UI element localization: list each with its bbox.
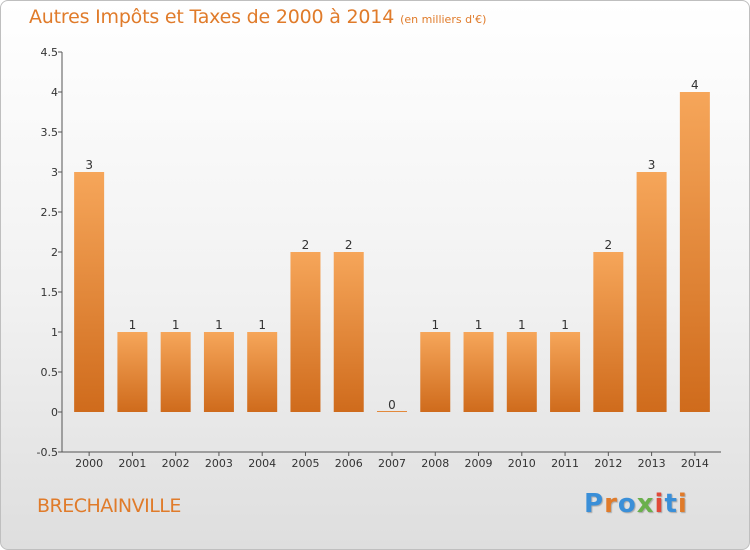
x-tick-label: 2002 — [162, 457, 190, 470]
y-tick-label: 4 — [51, 86, 58, 99]
y-tick-label: 4.5 — [41, 46, 59, 59]
y-tick-label: 0 — [51, 406, 58, 419]
logo-letter: i — [677, 489, 688, 519]
bar-2000 — [74, 172, 105, 412]
logo-letter: i — [654, 489, 665, 519]
location-name: BRECHAINVILLE — [37, 495, 181, 517]
logo-letter: P — [584, 489, 605, 519]
chart-title: Autres Impôts et Taxes de 2000 à 2014 (en… — [29, 6, 486, 28]
logo-letter: o — [617, 489, 637, 519]
logo-letter: r — [604, 489, 618, 519]
bar-2009 — [463, 332, 494, 412]
x-tick-label: 2001 — [118, 457, 146, 470]
x-tick-label: 2007 — [378, 457, 406, 470]
logo-letter: t — [664, 489, 678, 519]
data-label-2000: 3 — [85, 158, 93, 172]
x-tick-label: 2011 — [551, 457, 579, 470]
x-tick-label: 2003 — [205, 457, 233, 470]
x-tick-label: 2000 — [75, 457, 103, 470]
bar-2008 — [420, 332, 451, 412]
y-tick-label: 0.5 — [41, 366, 59, 379]
y-tick-label: 2 — [51, 246, 58, 259]
data-label-2013: 3 — [648, 158, 656, 172]
data-label-2001: 1 — [129, 318, 137, 332]
bar-2012 — [593, 252, 624, 412]
y-tick-label: 1 — [51, 326, 58, 339]
logo-letter: x — [636, 489, 655, 519]
data-label-2002: 1 — [172, 318, 180, 332]
bar-2004 — [247, 332, 278, 412]
data-label-2004: 1 — [258, 318, 266, 332]
bar-2010 — [506, 332, 537, 412]
data-label-2007: 0 — [388, 398, 396, 412]
x-tick-label: 2006 — [335, 457, 363, 470]
y-tick-label: 3 — [51, 166, 58, 179]
bar-2001 — [117, 332, 148, 412]
x-tick-label: 2010 — [508, 457, 536, 470]
data-label-2012: 2 — [605, 238, 613, 252]
bar-2002 — [160, 332, 191, 412]
y-tick-label: 2.5 — [41, 206, 59, 219]
x-tick-label: 2008 — [421, 457, 449, 470]
x-tick-label: 2004 — [248, 457, 276, 470]
x-tick-label: 2009 — [465, 457, 493, 470]
data-label-2010: 1 — [518, 318, 526, 332]
x-tick-label: 2013 — [638, 457, 666, 470]
y-tick-label: 3.5 — [41, 126, 59, 139]
bar-2013 — [636, 172, 667, 412]
bar-2005 — [290, 252, 321, 412]
x-tick-label: 2014 — [681, 457, 709, 470]
bar-2014 — [679, 92, 710, 412]
bar-2011 — [550, 332, 581, 412]
x-tick-label: 2012 — [594, 457, 622, 470]
data-label-2008: 1 — [431, 318, 439, 332]
data-label-2005: 2 — [302, 238, 310, 252]
data-label-2009: 1 — [475, 318, 483, 332]
bar-2003 — [203, 332, 234, 412]
data-label-2011: 1 — [561, 318, 569, 332]
chart-title-main: Autres Impôts et Taxes de 2000 à 2014 — [29, 6, 395, 28]
data-label-2003: 1 — [215, 318, 223, 332]
chart-subtitle: (en milliers d'€) — [400, 13, 487, 26]
data-label-2006: 2 — [345, 238, 353, 252]
bar-2007 — [377, 411, 407, 412]
proxiti-logo: Proxiti — [584, 489, 688, 519]
y-tick-label: 1.5 — [41, 286, 59, 299]
y-tick-label: -0.5 — [37, 446, 58, 459]
bar-2006 — [333, 252, 364, 412]
data-label-2014: 4 — [691, 78, 699, 92]
x-tick-label: 2005 — [291, 457, 319, 470]
